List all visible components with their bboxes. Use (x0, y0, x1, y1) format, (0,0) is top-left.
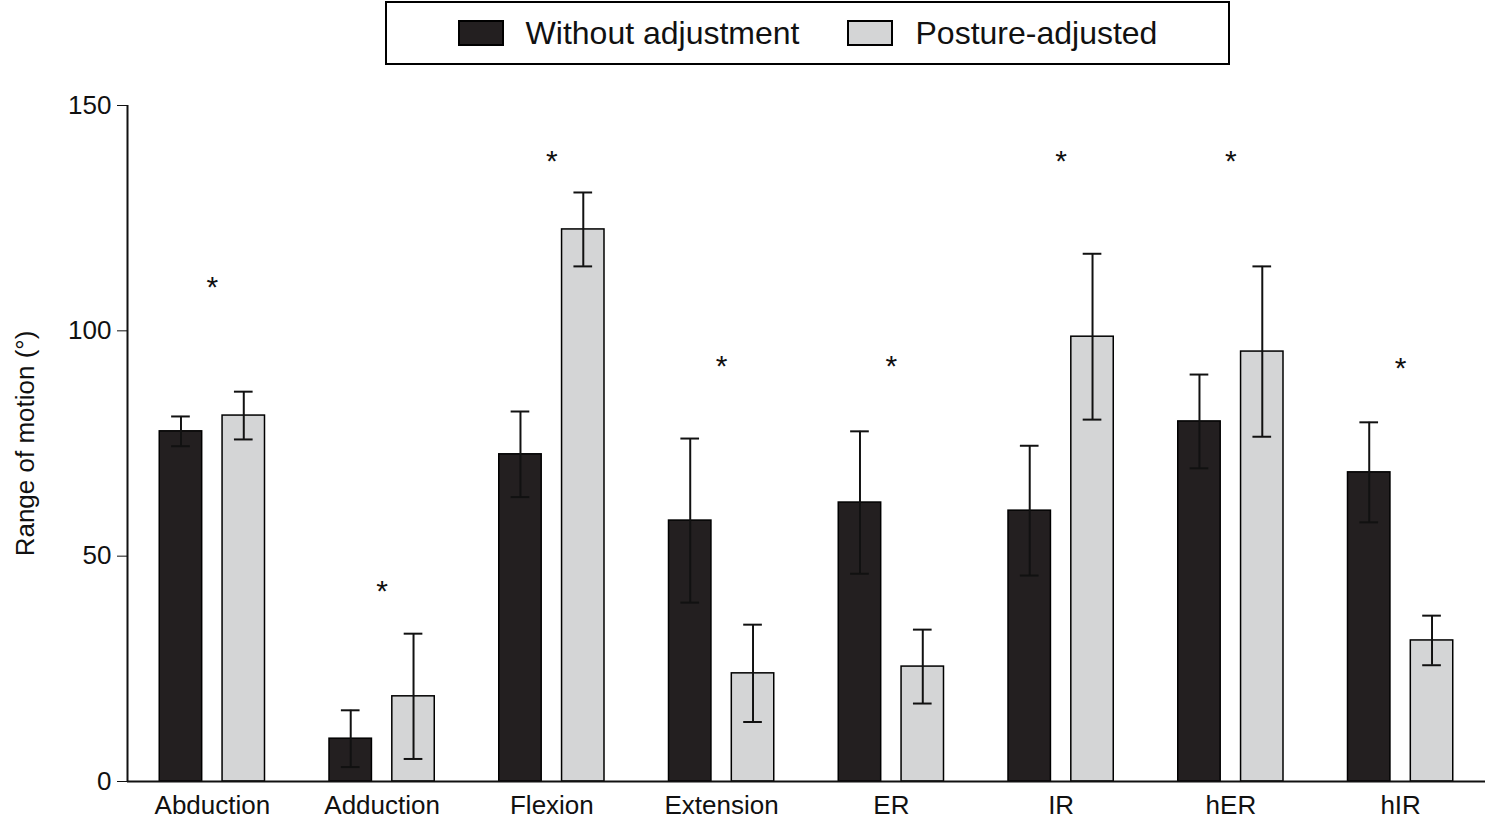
svg-text:Adduction: Adduction (324, 790, 440, 820)
svg-text:*: * (1225, 144, 1237, 177)
svg-text:hIR: hIR (1380, 790, 1420, 820)
svg-text:100: 100 (68, 315, 111, 345)
html-text:Without adjustment: Without adjustment (525, 14, 800, 51)
svg-text:IR: IR (1048, 790, 1074, 820)
svg-text:Flexion: Flexion (510, 790, 594, 820)
svg-text:Extension: Extension (665, 790, 779, 820)
svg-text:*: * (716, 349, 728, 382)
svg-text:*: * (207, 270, 219, 303)
svg-text:*: * (1395, 351, 1407, 384)
html-text:Posture-adjusted: Posture-adjusted (915, 14, 1158, 51)
svg-text:ER: ER (873, 790, 909, 820)
svg-text:*: * (546, 144, 558, 177)
svg-text:150: 150 (68, 90, 111, 120)
svg-text:Abduction: Abduction (155, 790, 271, 820)
svg-text:*: * (1055, 144, 1067, 177)
svg-text:*: * (886, 349, 898, 382)
svg-text:hER: hER (1206, 790, 1257, 820)
svg-text:*: * (376, 574, 388, 607)
svg-text:Range of motion (°): Range of motion (°) (10, 331, 40, 557)
svg-text:50: 50 (83, 540, 112, 570)
svg-text:0: 0 (97, 766, 111, 796)
